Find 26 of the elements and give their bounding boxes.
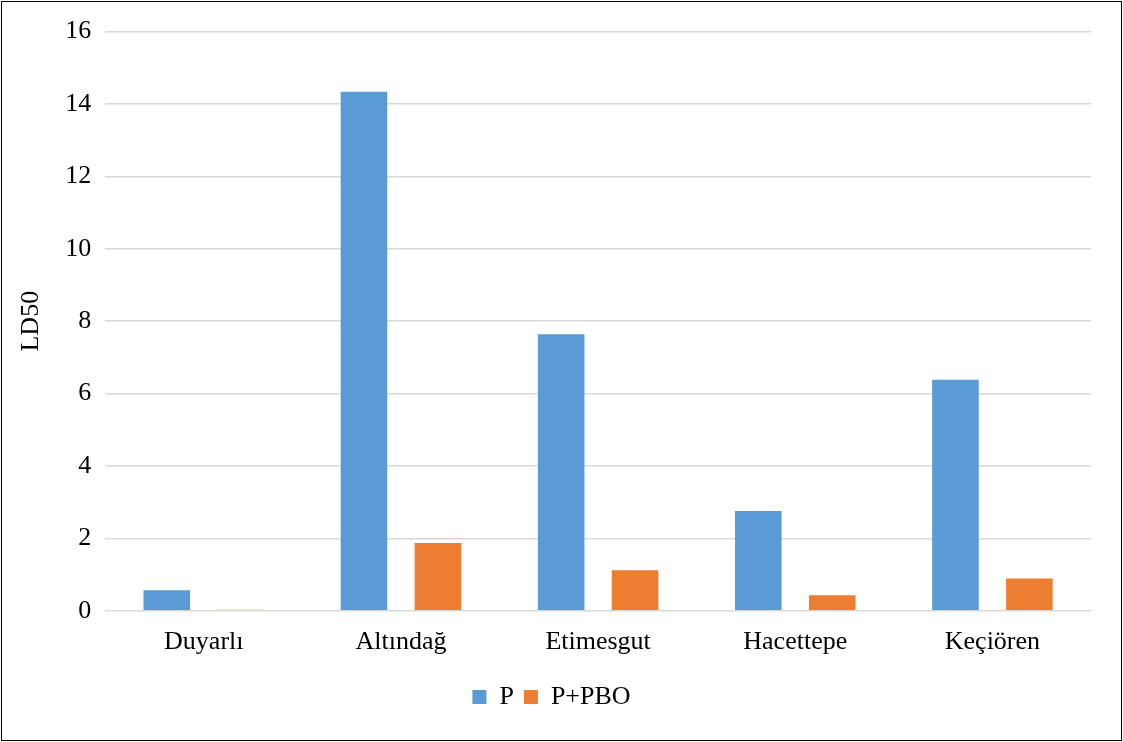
bar bbox=[735, 510, 782, 611]
bar bbox=[1006, 578, 1053, 611]
bar bbox=[932, 379, 979, 611]
bar bbox=[143, 590, 191, 611]
x-tick-label: Duyarlı bbox=[164, 626, 244, 656]
x-tick-label: Hacettepe bbox=[743, 626, 848, 656]
y-tick-label: 8 bbox=[78, 305, 92, 335]
x-tick-label: Keçiören bbox=[944, 626, 1041, 656]
x-tick-label: Altındağ bbox=[355, 626, 447, 656]
y-tick-label: 12 bbox=[65, 160, 92, 190]
bar bbox=[537, 334, 585, 611]
y-tick-label: 6 bbox=[78, 377, 92, 407]
bar bbox=[414, 543, 462, 611]
legend-label: P+PBO bbox=[550, 680, 631, 710]
y-tick-label: 10 bbox=[65, 232, 92, 262]
y-tick-label: 14 bbox=[65, 87, 92, 117]
bar bbox=[808, 595, 856, 611]
y-tick-label: 4 bbox=[78, 449, 92, 479]
legend-label: P bbox=[499, 680, 514, 710]
bar bbox=[340, 91, 388, 611]
bar bbox=[611, 570, 659, 611]
y-tick-label: 16 bbox=[65, 15, 92, 45]
x-tick-label: Etimesgut bbox=[545, 626, 652, 656]
y-tick-label: 2 bbox=[78, 522, 92, 552]
y-axis-title: LD50 bbox=[15, 290, 45, 352]
y-tick-label: 0 bbox=[78, 594, 92, 624]
